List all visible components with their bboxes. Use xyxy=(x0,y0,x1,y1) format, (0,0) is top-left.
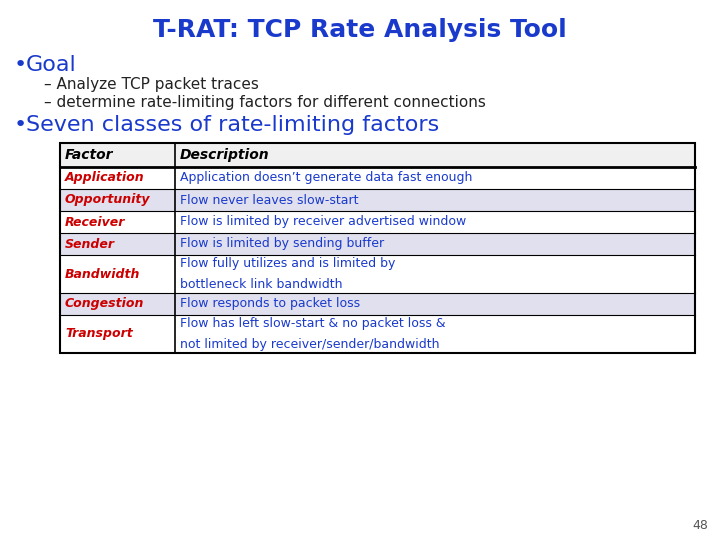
Bar xyxy=(60,189,695,211)
Text: Goal: Goal xyxy=(26,55,77,75)
Text: Flow never leaves slow-start: Flow never leaves slow-start xyxy=(180,193,359,206)
Bar xyxy=(60,293,695,315)
Text: – determine rate-limiting factors for different connections: – determine rate-limiting factors for di… xyxy=(44,96,486,111)
Text: Flow is limited by sending buffer: Flow is limited by sending buffer xyxy=(180,238,384,251)
Text: bottleneck link bandwidth: bottleneck link bandwidth xyxy=(180,278,343,291)
Text: Flow fully utilizes and is limited by: Flow fully utilizes and is limited by xyxy=(180,257,395,270)
Text: Congestion: Congestion xyxy=(65,298,145,310)
Bar xyxy=(60,143,695,167)
Text: not limited by receiver/sender/bandwidth: not limited by receiver/sender/bandwidth xyxy=(180,338,439,351)
Text: Receiver: Receiver xyxy=(65,215,125,228)
Text: Transport: Transport xyxy=(65,327,132,341)
Bar xyxy=(60,211,695,233)
Text: Flow responds to packet loss: Flow responds to packet loss xyxy=(180,298,360,310)
Text: Seven classes of rate-limiting factors: Seven classes of rate-limiting factors xyxy=(26,115,439,135)
Bar xyxy=(60,167,695,189)
Text: Application doesn’t generate data fast enough: Application doesn’t generate data fast e… xyxy=(180,172,472,185)
Bar xyxy=(60,143,695,353)
Text: Flow is limited by receiver advertised window: Flow is limited by receiver advertised w… xyxy=(180,215,467,228)
Text: T-RAT: TCP Rate Analysis Tool: T-RAT: TCP Rate Analysis Tool xyxy=(153,18,567,42)
Text: Application: Application xyxy=(65,172,145,185)
Text: Factor: Factor xyxy=(65,148,114,162)
Bar xyxy=(60,255,695,293)
Text: Sender: Sender xyxy=(65,238,115,251)
Text: Flow has left slow-start & no packet loss &: Flow has left slow-start & no packet los… xyxy=(180,317,446,330)
Bar xyxy=(60,315,695,353)
Text: Bandwidth: Bandwidth xyxy=(65,267,140,280)
Text: 48: 48 xyxy=(692,519,708,532)
Text: •: • xyxy=(14,55,27,75)
Text: Description: Description xyxy=(180,148,269,162)
Text: – Analyze TCP packet traces: – Analyze TCP packet traces xyxy=(44,78,259,92)
Text: •: • xyxy=(14,115,27,135)
Text: Opportunity: Opportunity xyxy=(65,193,150,206)
Bar xyxy=(60,233,695,255)
